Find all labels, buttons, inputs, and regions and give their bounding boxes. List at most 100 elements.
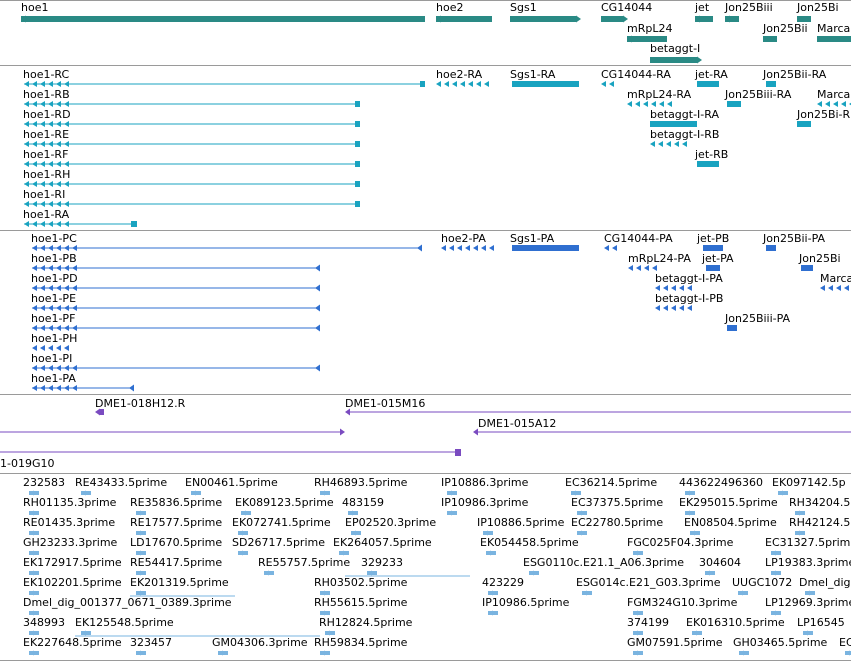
est-9-body[interactable] (136, 511, 146, 515)
est-36-body[interactable] (705, 571, 715, 575)
est-48-body[interactable] (633, 611, 643, 615)
transcript-betaggt-i-rb-exon[interactable] (650, 141, 655, 147)
est-23-body[interactable] (795, 531, 805, 535)
gene-mrpl24[interactable] (627, 36, 667, 42)
protein-hoe1-4-end[interactable] (315, 324, 320, 332)
est-52-body[interactable] (325, 631, 335, 635)
transcript-hoe2-ra-exon[interactable] (468, 81, 473, 87)
est-44-body[interactable] (805, 591, 815, 595)
transcript-jon25bi-r[interactable] (797, 121, 811, 127)
gene-jet[interactable] (695, 16, 713, 22)
protein-hoe2-pa-exon[interactable] (441, 245, 446, 251)
est-43-body[interactable] (738, 591, 748, 595)
est-10-body[interactable] (241, 511, 251, 515)
est-57-body[interactable] (136, 651, 146, 655)
est-1-body[interactable] (81, 491, 91, 495)
transcript-hoe2-ra-exon[interactable] (436, 81, 441, 87)
gene-hoe1-arrow[interactable] (21, 15, 26, 23)
protein-jet-pb[interactable] (703, 245, 723, 251)
protein-hoe1-2-end[interactable] (315, 284, 320, 292)
clone-dme1-015a12-left-end[interactable] (340, 428, 345, 436)
protein-betaggt-i-pb-exon[interactable] (655, 305, 660, 311)
protein-jon25bi[interactable] (801, 265, 813, 271)
est-33-body[interactable] (264, 571, 274, 575)
protein-betaggt-i-pa-exon[interactable] (687, 285, 692, 291)
protein-sgs1-pa[interactable] (512, 245, 579, 251)
protein-betaggt-i-pb-exon[interactable] (679, 305, 684, 311)
protein-marca-exon[interactable] (844, 285, 849, 291)
est-60-body[interactable] (633, 651, 643, 655)
est-42-body[interactable] (582, 591, 592, 595)
gene-sgs1[interactable] (510, 16, 576, 22)
transcript-hoe2-ra-exon[interactable] (484, 81, 489, 87)
est-5-body[interactable] (571, 491, 581, 495)
est-19-body[interactable] (351, 531, 361, 535)
clone-1-019g10-end[interactable] (455, 449, 461, 456)
est-34-body[interactable] (367, 571, 377, 575)
transcript-cg14044-ra-exon[interactable] (609, 81, 614, 87)
protein-marca-exon[interactable] (828, 285, 833, 291)
est-47-body[interactable] (488, 611, 498, 615)
clone-dme1-015m16[interactable] (345, 408, 350, 416)
gene-betaggt-i[interactable] (650, 57, 697, 63)
est-8-body[interactable] (29, 511, 39, 515)
est-39-body[interactable] (136, 591, 146, 595)
est-31-body[interactable] (29, 571, 39, 575)
transcript-hoe1-2-end[interactable] (355, 121, 360, 127)
est-21-body[interactable] (577, 531, 587, 535)
est-54-body[interactable] (692, 631, 702, 635)
est-11-body[interactable] (348, 511, 358, 515)
protein-hoe1-ph-exon[interactable] (48, 345, 53, 351)
protein-hoe2-pa-exon[interactable] (465, 245, 470, 251)
gene-jon25biii[interactable] (725, 16, 739, 22)
transcript-hoe2-ra-exon[interactable] (452, 81, 457, 87)
protein-hoe2-pa-exon[interactable] (473, 245, 478, 251)
est-2-body[interactable] (191, 491, 201, 495)
protein-hoe2-pa-exon[interactable] (489, 245, 494, 251)
transcript-hoe1-1-end[interactable] (355, 101, 360, 107)
est-12-body[interactable] (447, 511, 457, 515)
est-29-body[interactable] (633, 551, 643, 555)
protein-mrpl24-pa-exon[interactable] (628, 265, 633, 271)
transcript-hoe1-5-end[interactable] (355, 181, 360, 187)
protein-hoe1-ph-exon[interactable] (56, 345, 61, 351)
est-26-body[interactable] (238, 551, 248, 555)
gene-betaggt-i-arrow[interactable] (697, 56, 702, 64)
protein-hoe1-ph-exon[interactable] (40, 345, 45, 351)
est-38-body[interactable] (29, 591, 39, 595)
protein-betaggt-i-pb-exon[interactable] (687, 305, 692, 311)
protein-betaggt-i-pa-exon[interactable] (679, 285, 684, 291)
transcript-hoe2-ra-exon[interactable] (476, 81, 481, 87)
est-16-body[interactable] (29, 531, 39, 535)
transcript-mrpl24-ra-exon[interactable] (667, 101, 672, 107)
est-41-body[interactable] (488, 591, 498, 595)
est-0-body[interactable] (29, 491, 39, 495)
protein-mrpl24-pa-exon[interactable] (636, 265, 641, 271)
est-59-body[interactable] (320, 651, 330, 655)
transcript-betaggt-i-rb-exon[interactable] (666, 141, 671, 147)
protein-betaggt-i-pa-exon[interactable] (663, 285, 668, 291)
transcript-marca-exon[interactable] (825, 101, 830, 107)
protein-marca-exon[interactable] (820, 285, 825, 291)
protein-hoe1-5-end[interactable] (315, 364, 320, 372)
est-30-body[interactable] (771, 551, 781, 555)
gene-marca[interactable] (817, 36, 851, 42)
protein-cg14044-pa-exon[interactable] (604, 245, 609, 251)
est-61-body[interactable] (739, 651, 749, 655)
transcript-hoe1-6-end[interactable] (355, 201, 360, 207)
transcript-betaggt-i-rb-exon[interactable] (658, 141, 663, 147)
clone-dme1-018h12-r-body[interactable] (100, 409, 104, 415)
gene-jon25bi[interactable] (797, 16, 811, 22)
est-28-body[interactable] (486, 551, 496, 555)
est-6-body[interactable] (685, 491, 695, 495)
transcript-jet-rb[interactable] (697, 161, 719, 167)
transcript-marca-exon[interactable] (817, 101, 822, 107)
est-53-body[interactable] (633, 631, 643, 635)
protein-jon25bii-pa[interactable] (766, 245, 776, 251)
gene-cg14044[interactable] (601, 16, 623, 22)
protein-hoe2-pa-exon[interactable] (457, 245, 462, 251)
est-27-body[interactable] (339, 551, 349, 555)
est-58-body[interactable] (218, 651, 228, 655)
transcript-betaggt-i-rb-exon[interactable] (682, 141, 687, 147)
gene-hoe1[interactable] (21, 16, 425, 22)
